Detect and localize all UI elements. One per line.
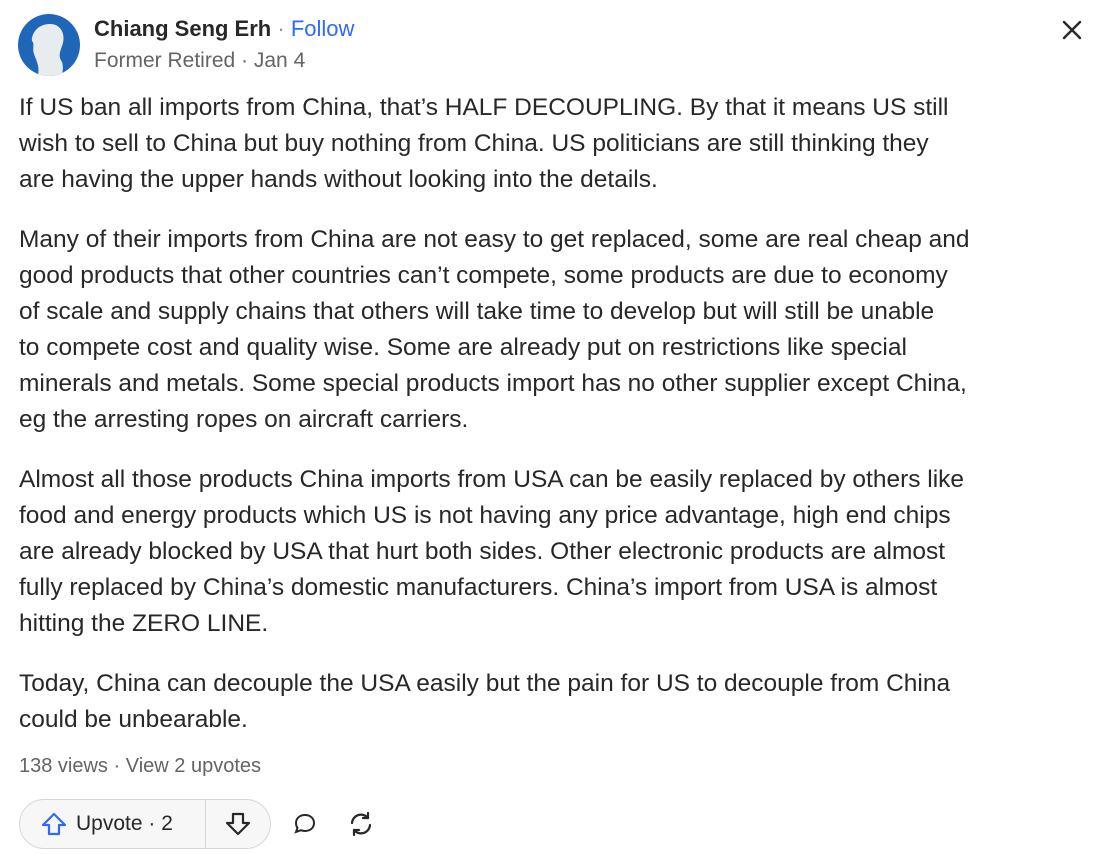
upvote-button[interactable]: Upvote · 2: [20, 800, 206, 848]
user-silhouette-icon: [31, 24, 64, 76]
text-line: hitting the ZERO LINE.: [19, 610, 269, 637]
author-credential: Former Retired · Jan 4: [94, 49, 305, 73]
downvote-button[interactable]: [206, 800, 270, 848]
answer-stats: 138 views · View 2 upvotes: [19, 755, 261, 778]
paragraph: Today, China can decouple the USA easily…: [19, 666, 1094, 738]
paragraph: Many of their imports from China are not…: [19, 222, 1094, 438]
text-line: eg the arresting ropes on aircraft carri…: [19, 406, 469, 433]
comment-icon[interactable]: [289, 808, 321, 840]
avatar[interactable]: [18, 14, 80, 76]
separator: ·: [107, 755, 126, 777]
text-line: If US ban all imports from China, that’s…: [19, 94, 949, 121]
paragraph: Almost all those products China imports …: [19, 462, 1094, 642]
arrow-down-icon: [225, 812, 251, 836]
text-line: could be unbearable.: [19, 706, 248, 733]
text-line: food and energy products which US is not…: [19, 502, 951, 529]
text-line: Almost all those products China imports …: [19, 466, 965, 493]
follow-button[interactable]: Follow: [290, 16, 355, 41]
vote-group: Upvote · 2: [19, 799, 271, 849]
author-name[interactable]: Chiang Seng Erh: [94, 16, 272, 41]
text-line: are having the upper hands without looki…: [19, 166, 658, 193]
paragraph: If US ban all imports from China, that’s…: [19, 90, 1094, 198]
view-count: 138 views: [19, 755, 108, 777]
view-upvotes-link[interactable]: View 2 upvotes: [125, 755, 261, 777]
text-line: fully replaced by China’s domestic manuf…: [19, 574, 938, 601]
text-line: to compete cost and quality wise. Some a…: [19, 334, 907, 361]
text-line: Today, China can decouple the USA easily…: [19, 670, 951, 697]
author-line: Chiang Seng Erh · Follow: [94, 16, 354, 42]
separator: ·: [271, 16, 291, 41]
credential[interactable]: Former Retired: [94, 49, 236, 72]
close-icon[interactable]: [1058, 16, 1086, 44]
text-line: are already blocked by USA that hurt bot…: [19, 538, 946, 565]
text-line: good products that other countries can’t…: [19, 262, 948, 289]
text-line: Many of their imports from China are not…: [19, 226, 970, 253]
answer-body: If US ban all imports from China, that’s…: [19, 90, 1094, 762]
text-line: minerals and metals. Some special produc…: [19, 370, 967, 397]
post-date[interactable]: Jan 4: [253, 49, 306, 72]
text-line: wish to sell to China but buy nothing fr…: [19, 130, 929, 157]
separator: ·: [235, 49, 254, 72]
share-icon[interactable]: [345, 808, 377, 840]
upvote-label: Upvote · 2: [76, 812, 173, 835]
text-line: of scale and supply chains that others w…: [19, 298, 935, 325]
arrow-up-icon: [41, 812, 67, 836]
